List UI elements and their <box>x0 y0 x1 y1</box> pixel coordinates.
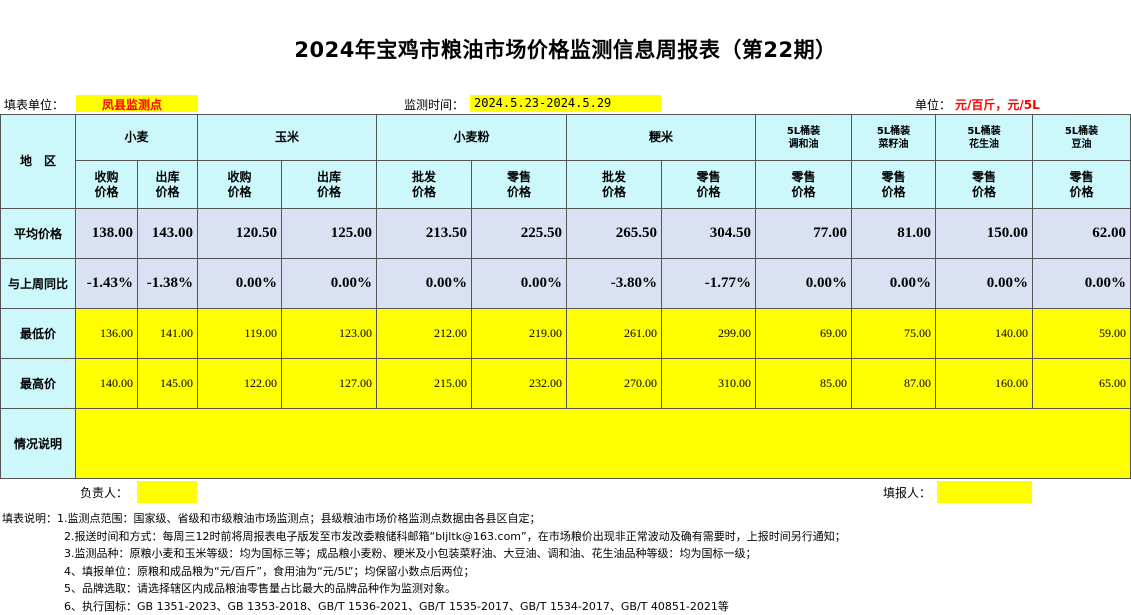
max-price-cell[interactable]: 122.00 <box>198 359 282 409</box>
avg-price-cell: 265.50 <box>567 209 662 259</box>
avg-price-cell: 81.00 <box>852 209 936 259</box>
filler-label: 填报人： <box>883 484 931 501</box>
max-price-cell[interactable]: 270.00 <box>567 359 662 409</box>
min-price-cell[interactable]: 261.00 <box>567 309 662 359</box>
sub-header: 出库 价格 <box>282 161 377 209</box>
group-header-wheat: 小麦 <box>76 115 198 161</box>
sub-header: 零售 价格 <box>852 161 936 209</box>
period-value: 2024.5.23-2024.5.29 <box>474 96 611 110</box>
price-unit-label: 单位： <box>915 96 951 113</box>
max-price-cell[interactable]: 145.00 <box>138 359 198 409</box>
row-label-avg: 平均价格 <box>1 209 76 259</box>
price-unit-value: 元/百斤，元/5L <box>955 96 1040 113</box>
note-line: 5、品牌选取：请选择辖区内成品粮油零售量占比最大的品牌品种作为监测对象。 <box>0 580 1131 598</box>
max-price-cell[interactable]: 310.00 <box>662 359 756 409</box>
avg-price-cell: 213.50 <box>377 209 472 259</box>
sub-header: 零售 价格 <box>1033 161 1131 209</box>
wow-change-cell: 0.00% <box>377 259 472 309</box>
min-price-cell[interactable]: 219.00 <box>472 309 567 359</box>
wow-change-cell: 0.00% <box>1033 259 1131 309</box>
unit-value-cell[interactable]: 凤县监测点 <box>76 95 198 112</box>
min-price-cell[interactable]: 75.00 <box>852 309 936 359</box>
sub-header: 零售 价格 <box>662 161 756 209</box>
filler-input[interactable] <box>937 481 1032 503</box>
max-price-cell[interactable]: 87.00 <box>852 359 936 409</box>
max-price-cell[interactable]: 85.00 <box>756 359 852 409</box>
info-row: 填表单位： 凤县监测点 监测时间： 2024.5.23-2024.5.29 单位… <box>0 95 1131 113</box>
sub-header: 零售 价格 <box>936 161 1033 209</box>
group-header-rapeseed-oil: 5L桶装 菜籽油 <box>852 115 936 161</box>
row-label-notes: 情况说明 <box>1 409 76 479</box>
wow-change-cell: 0.00% <box>936 259 1033 309</box>
period-label: 监测时间： <box>404 96 464 113</box>
min-price-cell[interactable]: 299.00 <box>662 309 756 359</box>
report-title: 2024年宝鸡市粮油市场价格监测信息周报表（第22期） <box>0 34 1131 64</box>
wow-change-cell: -1.77% <box>662 259 756 309</box>
min-price-cell[interactable]: 69.00 <box>756 309 852 359</box>
wow-change-cell: -1.43% <box>76 259 138 309</box>
max-price-cell[interactable]: 232.00 <box>472 359 567 409</box>
wow-change-cell: 0.00% <box>756 259 852 309</box>
min-price-cell[interactable]: 136.00 <box>76 309 138 359</box>
avg-price-cell: 125.00 <box>282 209 377 259</box>
sub-header: 出库 价格 <box>138 161 198 209</box>
period-value-cell[interactable]: 2024.5.23-2024.5.29 <box>470 95 661 112</box>
group-header-peanut-oil: 5L桶装 花生油 <box>936 115 1033 161</box>
group-header-rice: 粳米 <box>567 115 756 161</box>
note-line: 6、执行国标：GB 1351-2023、GB 1353-2018、GB/T 15… <box>0 598 1131 615</box>
avg-price-cell: 77.00 <box>756 209 852 259</box>
wow-change-cell: -3.80% <box>567 259 662 309</box>
sub-header: 零售 价格 <box>472 161 567 209</box>
min-price-cell[interactable]: 59.00 <box>1033 309 1131 359</box>
instructions: 填表说明：1.监测点范围：国家级、省级和市级粮油市场监测点；县级粮油市场价格监测… <box>0 510 1131 615</box>
max-price-cell[interactable]: 215.00 <box>377 359 472 409</box>
min-price-cell[interactable]: 119.00 <box>198 309 282 359</box>
note-line: 3.监测品种：原粮小麦和玉米等级：均为国标三等；成品粮小麦粉、粳米及小包装菜籽油… <box>0 545 1131 563</box>
wow-change-cell: 0.00% <box>282 259 377 309</box>
responsible-label: 负责人： <box>80 484 128 501</box>
min-price-cell[interactable]: 141.00 <box>138 309 198 359</box>
max-price-cell[interactable]: 140.00 <box>76 359 138 409</box>
wow-change-cell: 0.00% <box>852 259 936 309</box>
avg-price-cell: 150.00 <box>936 209 1033 259</box>
min-price-cell[interactable]: 140.00 <box>936 309 1033 359</box>
row-label-max: 最高价 <box>1 359 76 409</box>
wow-change-cell: 0.00% <box>472 259 567 309</box>
unit-value: 凤县监测点 <box>102 96 162 113</box>
sub-header: 收购 价格 <box>198 161 282 209</box>
note-line: 4、填报单位：原粮和成品粮为“元/百斤”，食用油为“元/5L”；均保留小数点后两… <box>0 563 1131 581</box>
sub-header: 收购 价格 <box>76 161 138 209</box>
wow-change-cell: 0.00% <box>198 259 282 309</box>
row-label-wow: 与上周同比 <box>1 259 76 309</box>
avg-price-cell: 120.50 <box>198 209 282 259</box>
notes-input-cell[interactable] <box>76 409 1131 479</box>
avg-price-cell: 225.50 <box>472 209 567 259</box>
region-header: 地 区 <box>1 115 76 209</box>
avg-price-cell: 304.50 <box>662 209 756 259</box>
unit-label: 填表单位： <box>4 96 64 113</box>
min-price-cell[interactable]: 123.00 <box>282 309 377 359</box>
max-price-cell[interactable]: 127.00 <box>282 359 377 409</box>
price-table: 地 区 小麦 玉米 小麦粉 粳米 5L桶装 调和油 5L桶装 菜籽油 5L桶装 … <box>0 114 1131 479</box>
avg-price-cell: 62.00 <box>1033 209 1131 259</box>
max-price-cell[interactable]: 65.00 <box>1033 359 1131 409</box>
responsible-input[interactable] <box>137 481 197 503</box>
note-line: 2.报送时间和方式：每周三12时前将周报表电子版发至市发改委粮储科邮箱“bljl… <box>0 528 1131 546</box>
row-label-min: 最低价 <box>1 309 76 359</box>
note-line: 填表说明：1.监测点范围：国家级、省级和市级粮油市场监测点；县级粮油市场价格监测… <box>0 510 1131 528</box>
wow-change-cell: -1.38% <box>138 259 198 309</box>
sub-header: 批发 价格 <box>377 161 472 209</box>
avg-price-cell: 143.00 <box>138 209 198 259</box>
group-header-blend-oil: 5L桶装 调和油 <box>756 115 852 161</box>
min-price-cell[interactable]: 212.00 <box>377 309 472 359</box>
signature-row: 负责人： 填报人： <box>0 481 1131 503</box>
max-price-cell[interactable]: 160.00 <box>936 359 1033 409</box>
sub-header: 批发 价格 <box>567 161 662 209</box>
sub-header: 零售 价格 <box>756 161 852 209</box>
avg-price-cell: 138.00 <box>76 209 138 259</box>
group-header-flour: 小麦粉 <box>377 115 567 161</box>
group-header-corn: 玉米 <box>198 115 377 161</box>
group-header-soybean-oil: 5L桶装 豆油 <box>1033 115 1131 161</box>
